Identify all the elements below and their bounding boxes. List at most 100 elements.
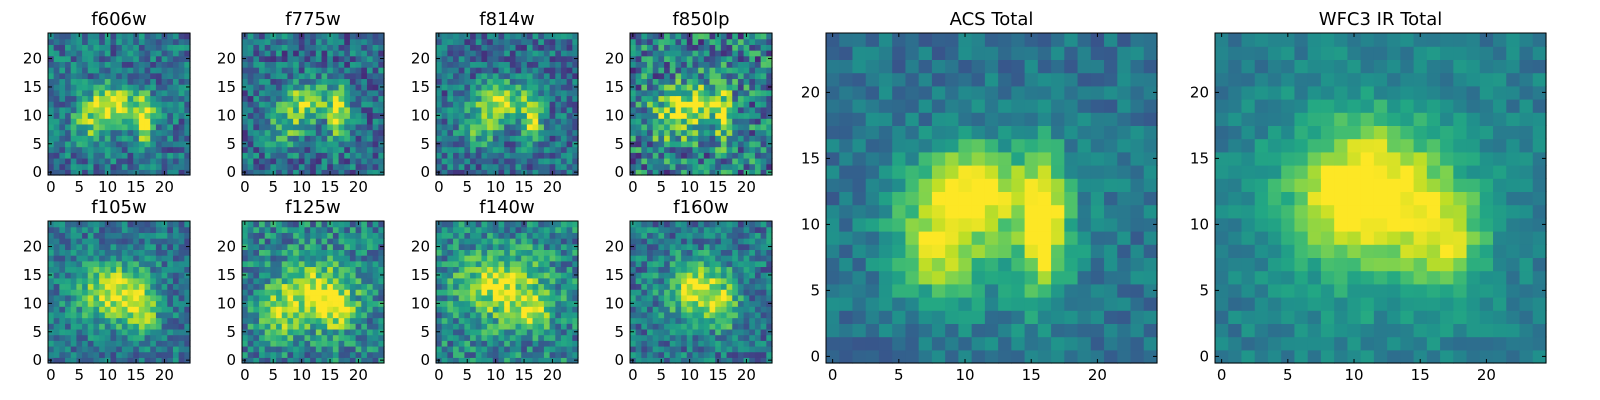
heatmap-cell <box>630 50 637 57</box>
heatmap-cell <box>247 112 254 119</box>
heatmap-cell <box>247 55 254 62</box>
panel-title: f125w <box>285 197 340 218</box>
heatmap-cell <box>509 163 517 170</box>
heatmap-cell <box>133 289 140 296</box>
heatmap-cell <box>270 260 277 268</box>
heatmap-cell <box>635 169 642 176</box>
heatmap-cell <box>641 345 648 353</box>
heatmap-cell <box>543 146 551 153</box>
heatmap-cell <box>349 260 357 268</box>
heatmap-cell <box>549 345 556 353</box>
heatmap-cell <box>87 272 95 279</box>
heatmap-cell <box>150 340 157 347</box>
heatmap-cell <box>53 78 60 85</box>
heatmap-cell <box>161 294 168 302</box>
heatmap-cell <box>526 249 534 256</box>
heatmap-cell <box>242 345 249 353</box>
heatmap-cell <box>155 123 163 131</box>
heatmap-cell <box>82 221 89 228</box>
heatmap-cell <box>703 44 711 51</box>
heatmap-cell <box>76 300 83 307</box>
heatmap-cell <box>641 67 648 74</box>
heatmap-cell <box>481 238 488 245</box>
heatmap-cell <box>760 345 767 353</box>
heatmap-cell <box>555 238 562 245</box>
heatmap-cell <box>555 55 562 62</box>
heatmap-cell <box>538 38 545 45</box>
heatmap-cell <box>492 238 500 245</box>
heatmap-cell <box>150 328 157 336</box>
heatmap-cell <box>521 289 528 296</box>
heatmap-cell <box>715 140 722 148</box>
heatmap-cell <box>178 123 185 131</box>
heatmap-cell <box>715 38 722 45</box>
heatmap-cell <box>749 118 756 125</box>
heatmap-cell <box>754 55 762 62</box>
heatmap-cell <box>487 101 494 108</box>
heatmap-cell <box>543 118 551 125</box>
heatmap-cell <box>532 277 539 285</box>
heatmap-cell <box>242 226 249 233</box>
heatmap-cell <box>133 118 140 125</box>
heatmap-cell <box>538 272 545 279</box>
heatmap-cell <box>270 323 277 330</box>
heatmap-cell <box>366 146 374 153</box>
heatmap-cell <box>532 232 539 239</box>
heatmap-cell <box>76 323 83 330</box>
heatmap-cell <box>641 72 648 80</box>
heatmap-cell <box>281 50 289 57</box>
heatmap-cell <box>65 50 72 57</box>
heatmap-cell <box>332 345 340 353</box>
heatmap-cell <box>458 89 465 97</box>
heatmap-cell <box>53 238 60 245</box>
heatmap-cell <box>116 61 123 68</box>
heatmap-cell <box>560 351 568 358</box>
heatmap-cell <box>99 277 106 285</box>
heatmap-cell <box>572 72 579 80</box>
heatmap-cell <box>509 328 517 336</box>
heatmap-cell <box>264 50 271 57</box>
heatmap-cell <box>766 317 773 324</box>
heatmap-cell <box>310 129 317 136</box>
heatmap-cell <box>532 300 539 307</box>
heatmap-cell <box>378 306 385 313</box>
heatmap-cell <box>65 152 72 159</box>
heatmap-cell <box>247 340 254 347</box>
heatmap-cell <box>372 243 379 250</box>
heatmap-cell <box>304 84 311 91</box>
heatmap-cell <box>504 289 511 296</box>
heatmap-cell <box>737 118 745 125</box>
heatmap-cell <box>664 277 671 285</box>
heatmap-cell <box>344 306 351 313</box>
heatmap-cell <box>138 266 146 273</box>
heatmap-cell <box>167 334 174 341</box>
heatmap-cell <box>515 106 522 114</box>
heatmap-cell <box>509 152 517 159</box>
heatmap-cell <box>487 89 494 97</box>
heatmap-cell <box>526 146 534 153</box>
heatmap-cell <box>749 135 756 142</box>
heatmap-cell <box>458 84 465 91</box>
heatmap-cell <box>355 38 362 45</box>
heatmap-cell <box>259 67 266 74</box>
heatmap-cell <box>509 221 517 228</box>
heatmap-cell <box>743 55 750 62</box>
heatmap-cell <box>144 72 151 80</box>
heatmap-cell <box>635 157 642 165</box>
heatmap-cell <box>276 243 283 250</box>
heatmap-cell <box>110 357 117 364</box>
heatmap-cell <box>253 226 260 233</box>
heatmap-cell <box>572 289 579 296</box>
heatmap-cell <box>161 243 168 250</box>
heatmap-cell <box>70 118 77 125</box>
heatmap-cell <box>315 249 323 256</box>
heatmap-cell <box>521 67 528 74</box>
heatmap-cell <box>99 163 106 170</box>
heatmap-cell <box>116 289 123 296</box>
heatmap-cell <box>253 157 260 165</box>
heatmap-cell <box>293 283 300 290</box>
heatmap-cell <box>253 55 260 62</box>
heatmap-cell <box>366 101 374 108</box>
heatmap-cell <box>242 232 249 239</box>
heatmap-cell <box>372 89 379 97</box>
